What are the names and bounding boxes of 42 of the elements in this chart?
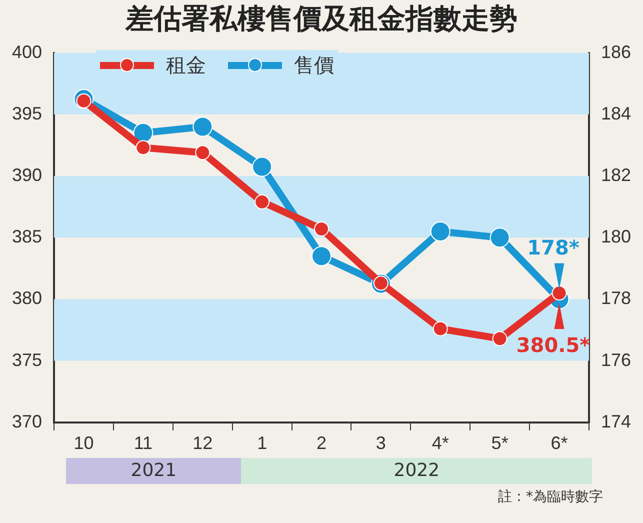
point — [312, 246, 332, 266]
x-tick-label: 2 — [316, 433, 327, 454]
x-tick-label: 4* — [432, 433, 449, 454]
text: 註：*為臨時數字 — [497, 488, 603, 506]
point — [432, 321, 448, 336]
y-tick-label: 395 — [12, 103, 42, 124]
point — [492, 331, 508, 346]
y-tick-label: 390 — [12, 164, 42, 185]
y2-tick-label: 180 — [600, 226, 632, 247]
text: 2022 — [241, 458, 592, 484]
point — [133, 122, 154, 143]
point — [136, 140, 151, 156]
legend-label: 售價 — [294, 52, 334, 79]
legend-label: 租金 — [166, 52, 206, 79]
y2-tick-label: 176 — [600, 350, 632, 370]
chart-title: 差估署私樓售價及租金指數走勢 — [124, 1, 518, 37]
y-tick-label: 370 — [12, 411, 42, 432]
x-tick-label: 6* — [550, 433, 568, 454]
point — [254, 194, 270, 210]
y-tick-label: 400 — [12, 42, 42, 62]
point — [314, 221, 329, 236]
y-tick-label: 385 — [12, 226, 42, 247]
point — [192, 116, 213, 137]
y2-tick-label: 184 — [600, 103, 632, 124]
x-tick-label: 10 — [74, 433, 94, 454]
text: 2021 — [66, 458, 242, 484]
point — [252, 156, 272, 177]
x-tick-label: 5* — [491, 433, 508, 454]
point — [195, 145, 210, 160]
data-label: 178* — [527, 235, 580, 260]
y2-tick-label: 182 — [600, 164, 632, 185]
point — [490, 228, 510, 248]
x-tick-label: 11 — [134, 433, 153, 454]
y-tick-label: 375 — [12, 350, 42, 370]
x-tick-label: 12 — [192, 433, 213, 454]
x-tick-label: 1 — [257, 433, 268, 454]
y2-tick-label: 186 — [600, 42, 632, 62]
y2-tick-label: 178 — [600, 288, 632, 308]
x-tick-label: 3 — [376, 433, 386, 454]
y-tick-label: 380 — [12, 288, 42, 308]
point — [430, 221, 450, 242]
y2-tick-label: 174 — [600, 411, 632, 432]
